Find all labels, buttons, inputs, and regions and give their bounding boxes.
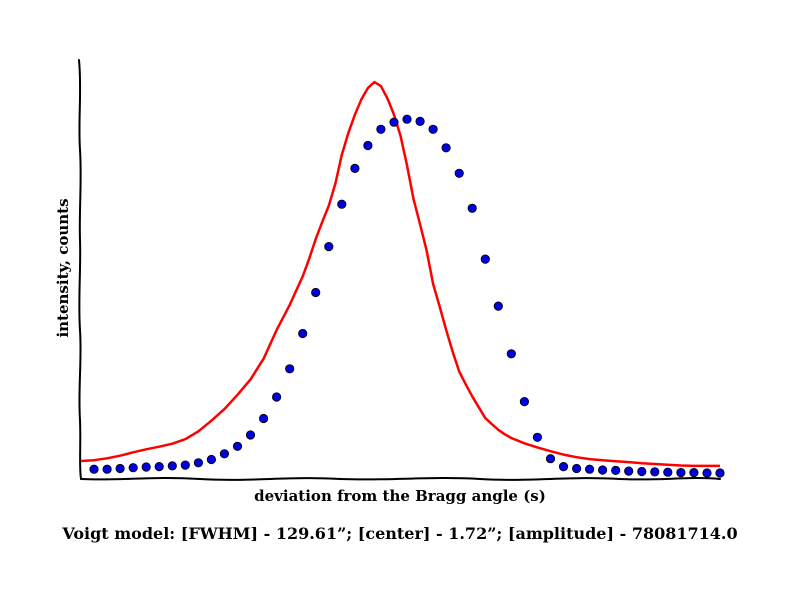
data-point [506,349,516,359]
data-point [376,124,386,134]
data-point [467,203,477,213]
y-axis-label: intensity, counts [54,198,72,337]
data-point [363,140,373,151]
data-point [676,467,686,478]
data-point [571,463,582,474]
data-point [702,468,712,478]
data-point [285,364,295,374]
fit-parameters-caption: Voigt model: [FWHM] - 129.61”; [center] … [61,524,737,543]
data-point [689,467,699,478]
data-point [637,466,647,477]
voigt-fit-line [80,80,720,468]
data-point [167,461,177,471]
data-point [154,461,164,472]
data-point [245,430,256,440]
data-point [115,463,125,474]
data-point [624,466,634,476]
data-point [402,114,412,124]
data-point [545,454,556,464]
data-point [663,467,673,477]
x-axis-line [80,477,721,481]
data-point [298,328,308,339]
data-point [311,287,321,298]
data-point [324,242,334,252]
data-point [206,454,216,465]
data-point [128,463,138,473]
data-point [611,465,621,475]
data-point [271,392,282,402]
data-point [441,143,451,153]
data-point [519,396,530,407]
data-point [493,301,503,311]
data-point [415,116,425,127]
data-point [558,461,569,472]
data-point [102,464,112,474]
data-layer [80,80,725,478]
y-axis-line [78,59,82,480]
data-point [219,449,229,459]
data-point [389,117,399,127]
data-point [428,124,438,134]
data-point [350,163,360,173]
data-point [480,254,490,264]
data-point [258,413,269,424]
data-point [597,465,608,475]
data-point [180,460,190,470]
data-point [650,467,660,477]
data-point [232,441,243,451]
plot-area [78,59,725,481]
data-point [337,199,347,209]
x-axis-label: deviation from the Bragg angle (s) [254,487,546,505]
data-point [89,464,99,474]
data-point [141,462,151,472]
data-point [584,464,595,474]
data-point [193,458,203,468]
data-point [715,468,725,478]
data-point [532,432,543,442]
data-point [454,168,464,178]
